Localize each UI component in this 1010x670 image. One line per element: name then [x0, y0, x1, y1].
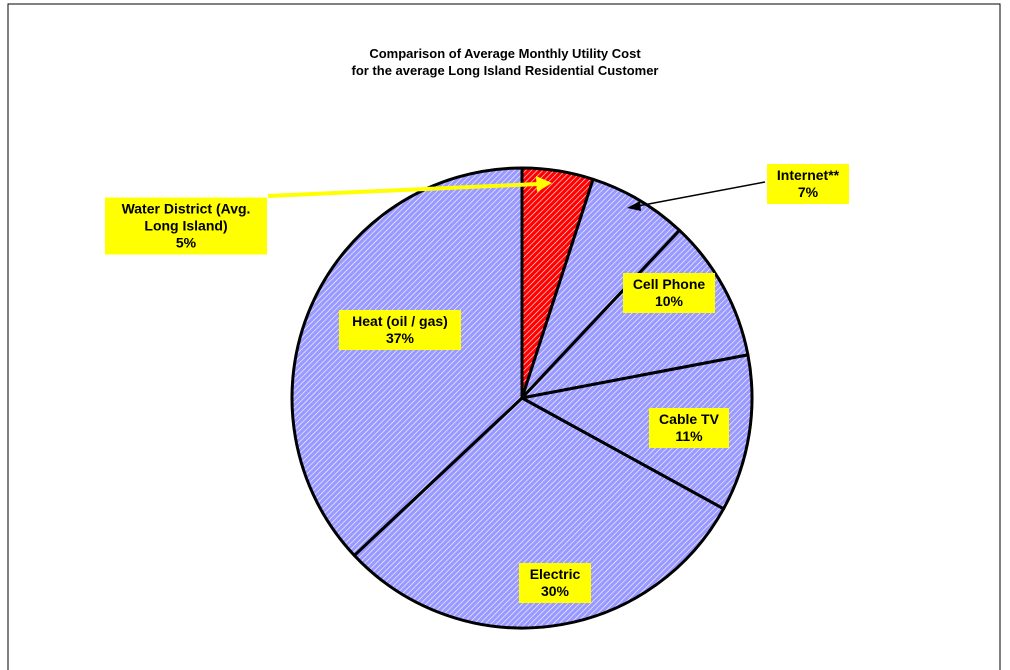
category-label: Internet**: [776, 167, 840, 183]
value-label: 37%: [385, 330, 415, 346]
category-label: Cable TV: [659, 411, 719, 427]
pie-slice: [520, 353, 754, 511]
slice-label: Electric 30%: [519, 563, 591, 603]
frame: [7, 3, 1001, 670]
pie-slice: [520, 177, 681, 400]
internet-arrowhead: [627, 201, 641, 211]
chart-subtitle: for the average Long Island Residential …: [351, 63, 659, 78]
water-arrowhead: [536, 176, 552, 192]
slice-label: Water District (Avg. Long Island) 5%: [105, 197, 267, 255]
internet-arrow: [637, 181, 766, 207]
value-label: 10%: [654, 293, 684, 309]
slice-label: Heat (oil / gas) 37%: [339, 310, 461, 350]
pie: [290, 166, 754, 630]
category-label: Cell Phone: [632, 276, 706, 292]
value-label: 7%: [797, 184, 819, 200]
value-label: 30%: [540, 583, 570, 599]
value-label: 5%: [175, 234, 197, 251]
slice-label: Cell Phone 10%: [623, 273, 715, 313]
category-label: Heat (oil / gas): [352, 313, 448, 329]
pie-slice: [520, 228, 750, 400]
pie-slice: [352, 396, 726, 630]
pie-slice: [290, 166, 524, 557]
water-arrow: [267, 182, 539, 198]
category-label: Electric: [529, 566, 581, 582]
value-label: 11%: [675, 428, 703, 444]
chart-title: Comparison of Average Monthly Utility Co…: [369, 46, 641, 61]
slice-label: Cable TV 11%: [649, 408, 729, 448]
category-label: Water District (Avg. Long Island): [121, 200, 251, 234]
slice-label: Internet** 7%: [767, 164, 849, 204]
